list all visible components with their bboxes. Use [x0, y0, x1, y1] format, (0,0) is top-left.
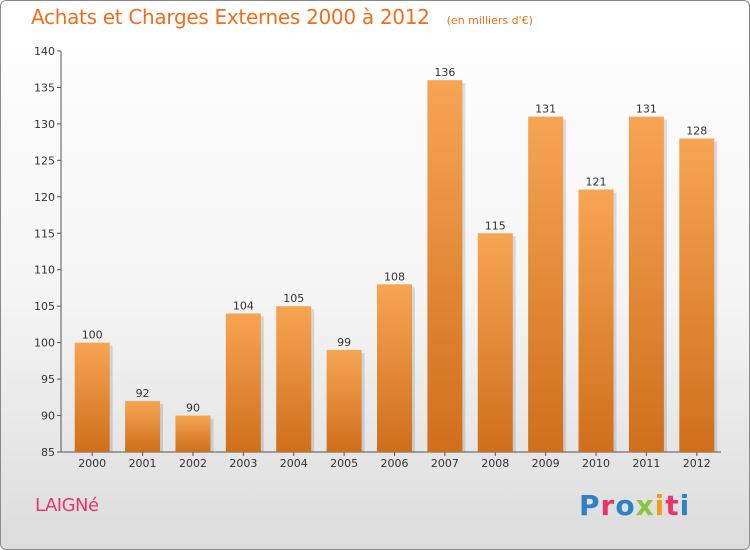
x-tick-label: 2009: [532, 457, 560, 470]
bar: [477, 233, 513, 452]
data-label: 115: [485, 219, 506, 232]
y-tick-label: 125: [34, 154, 55, 167]
y-tick-label: 135: [34, 81, 55, 94]
bar: [125, 400, 161, 452]
bar: [427, 80, 463, 452]
x-tick-label: 2001: [129, 457, 157, 470]
bar: [276, 306, 312, 452]
x-tick-label: 2000: [78, 457, 106, 470]
x-tick-label: 2012: [683, 457, 711, 470]
proxiti-logo: Proxiti: [579, 489, 690, 522]
logo-letter: r: [600, 489, 616, 522]
x-tick-label: 2005: [330, 457, 358, 470]
data-label: 99: [337, 336, 351, 349]
y-tick-label: 140: [34, 45, 55, 58]
x-tick-label: 2006: [381, 457, 409, 470]
place-name: LAIGNé: [35, 495, 99, 516]
bar: [628, 116, 664, 453]
data-label: 92: [136, 387, 150, 400]
bar: [74, 342, 110, 452]
y-tick-label: 85: [41, 446, 55, 459]
bar: [225, 313, 261, 452]
logo-letter: t: [665, 489, 680, 522]
x-tick-label: 2002: [179, 457, 207, 470]
chart-title: Achats et Charges Externes 2000 à 2012: [31, 5, 430, 29]
data-label: 108: [384, 270, 405, 283]
data-label: 105: [283, 292, 304, 305]
bar: [528, 116, 564, 453]
data-label: 100: [82, 329, 103, 342]
bar: [175, 415, 211, 452]
x-tick-label: 2008: [481, 457, 509, 470]
bar: [578, 189, 614, 452]
bar: [326, 349, 362, 452]
x-tick-label: 2007: [431, 457, 459, 470]
y-tick-label: 100: [34, 337, 55, 350]
bar: [377, 284, 412, 452]
data-label: 136: [434, 66, 455, 79]
data-label: 131: [535, 103, 556, 116]
logo-letter: i: [679, 489, 691, 522]
title-row: Achats et Charges Externes 2000 à 2012 (…: [31, 5, 533, 29]
x-tick-label: 2004: [280, 457, 308, 470]
y-tick-label: 110: [34, 264, 55, 277]
x-tick-label: 2003: [229, 457, 257, 470]
y-tick-label: 120: [34, 191, 55, 204]
bar: [679, 138, 715, 452]
data-label: 90: [186, 402, 200, 415]
y-tick-label: 90: [41, 410, 55, 423]
logo-letter: o: [615, 489, 636, 522]
x-tick-label: 2011: [632, 457, 660, 470]
y-tick-label: 95: [41, 373, 55, 386]
data-label: 104: [233, 299, 254, 312]
y-tick-label: 115: [34, 227, 55, 240]
logo-letter: i: [654, 489, 666, 522]
x-tick-label: 2010: [582, 457, 610, 470]
y-tick-label: 105: [34, 300, 55, 313]
y-tick-label: 130: [34, 118, 55, 131]
logo-letter: x: [635, 489, 655, 522]
data-label: 121: [586, 176, 607, 189]
chart-subtitle: (en milliers d'€): [446, 14, 533, 27]
data-label: 128: [686, 124, 707, 137]
data-label: 131: [636, 103, 657, 116]
logo-letter: P: [579, 489, 601, 522]
